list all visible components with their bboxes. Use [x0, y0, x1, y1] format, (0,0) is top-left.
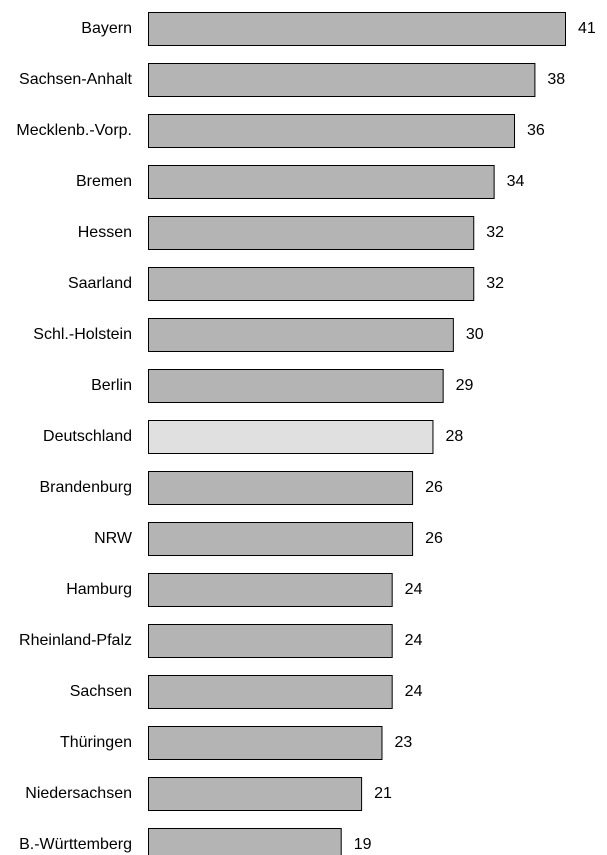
category-label-thuringen: Thüringen — [60, 734, 132, 751]
category-label-sachsen-anhalt: Sachsen-Anhalt — [19, 71, 133, 88]
value-label-rheinland-pfalz: 24 — [405, 632, 423, 649]
value-label-hamburg: 24 — [405, 581, 423, 598]
value-label-saarland: 32 — [486, 275, 504, 292]
value-label-b-wurttemberg: 19 — [354, 836, 372, 853]
bars-group: Bayern 41 Sachsen-Anhalt 38 Mecklenb.-Vorp. 3… — [16, 12, 596, 855]
bar-bayern — [148, 12, 566, 46]
bar-saarland — [148, 267, 475, 301]
value-label-mecklenb-vorp: 36 — [527, 122, 545, 139]
value-label-brandenburg: 26 — [425, 479, 443, 496]
value-label-berlin: 29 — [456, 377, 474, 394]
value-label-sachsen: 24 — [405, 683, 423, 700]
category-label-berlin: Berlin — [91, 377, 132, 394]
category-label-sachsen: Sachsen — [70, 683, 132, 700]
value-label-deutschland: 28 — [445, 428, 463, 445]
value-label-schl-holstein: 30 — [466, 326, 484, 343]
bar-schl-holstein — [148, 318, 454, 352]
bar-sachsen — [148, 675, 393, 709]
bar-sachsen-anhalt — [148, 63, 536, 97]
category-label-saarland: Saarland — [68, 275, 132, 292]
bar-berlin — [148, 369, 444, 403]
value-label-sachsen-anhalt: 38 — [547, 71, 565, 88]
bar-niedersachsen — [148, 777, 363, 811]
bar-hamburg — [148, 573, 393, 607]
category-label-nrw: NRW — [94, 530, 133, 547]
bar-deutschland — [148, 420, 434, 454]
bar-rheinland-pfalz — [148, 624, 393, 658]
category-label-bayern: Bayern — [81, 20, 132, 37]
category-label-hamburg: Hamburg — [66, 581, 132, 598]
value-label-hessen: 32 — [486, 224, 504, 241]
category-label-brandenburg: Brandenburg — [39, 479, 132, 496]
category-label-niedersachsen: Niedersachsen — [25, 785, 132, 802]
bar-hessen — [148, 216, 475, 250]
category-label-rheinland-pfalz: Rheinland-Pfalz — [19, 632, 132, 649]
category-label-deutschland: Deutschland — [43, 428, 132, 445]
category-label-mecklenb-vorp: Mecklenb.-Vorp. — [16, 122, 132, 139]
bar-mecklenb-vorp — [148, 114, 516, 148]
bar-b-wurttemberg — [148, 828, 342, 855]
bar-nrw — [148, 522, 414, 556]
value-label-thuringen: 23 — [394, 734, 412, 751]
bar-bremen — [148, 165, 495, 199]
category-label-hessen: Hessen — [78, 224, 132, 241]
bar-thuringen — [148, 726, 383, 760]
category-label-schl-holstein: Schl.-Holstein — [33, 326, 132, 343]
value-label-bremen: 34 — [507, 173, 525, 190]
value-label-niedersachsen: 21 — [374, 785, 392, 802]
category-label-b-wurttemberg: B.-Württemberg — [19, 836, 132, 853]
value-label-bayern: 41 — [578, 20, 596, 37]
category-label-bremen: Bremen — [76, 173, 132, 190]
value-label-nrw: 26 — [425, 530, 443, 547]
bar-brandenburg — [148, 471, 414, 505]
